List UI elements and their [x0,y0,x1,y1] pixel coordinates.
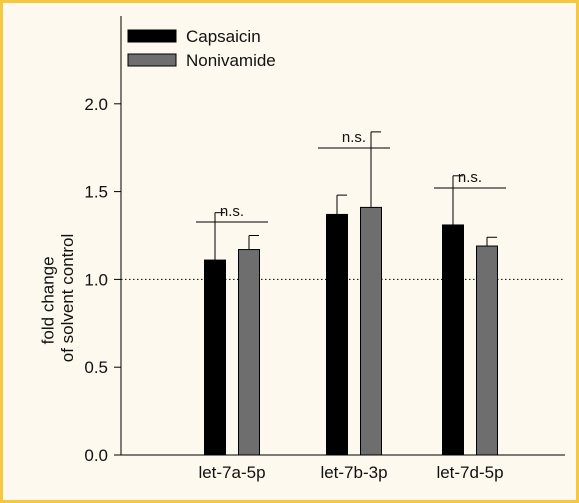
bar-capsaicin-let-7a-5p [204,259,226,456]
y-axis-label-line-1: fold change [38,256,57,344]
bars [121,131,565,456]
bar-capsaicin-let-7b-3p [326,213,348,456]
significance-label: n.s. [342,129,366,146]
bar-capsaicin-let-7d-5p [442,224,464,456]
y-axis: 0.0 0.5 1.0 1.5 2.0 [84,16,122,465]
y-tick-label: 1.5 [84,183,108,202]
y-axis-label-line-2: of solvent control [58,234,77,363]
bar-nonivamide-let-7b-3p [360,206,382,456]
annotations: n.s. n.s. n.s. [196,129,506,223]
bar-nonivamide-let-7a-5p [238,249,260,456]
x-tick-label: let-7b-3p [320,463,387,482]
legend-label-capsaicin: Capsaicin [186,27,261,46]
significance-label: n.s. [220,203,244,220]
y-tick-label: 0.0 [84,446,108,465]
y-tick-label: 1.0 [84,270,108,289]
y-tick-label: 2.0 [84,95,108,114]
legend-label-nonivamide: Nonivamide [186,51,276,70]
x-axis: let-7a-5p let-7b-3p let-7d-5p [121,454,565,482]
x-tick-label: let-7a-5p [198,463,265,482]
significance-label: n.s. [458,169,482,186]
x-tick-label: let-7d-5p [436,463,503,482]
legend: Capsaicin Nonivamide [127,27,276,70]
bar-nonivamide-let-7d-5p [476,245,498,456]
legend-swatch-capsaicin [127,29,177,43]
y-tick-label: 0.5 [84,358,108,377]
y-axis-label: fold change of solvent control [38,234,77,363]
legend-swatch-nonivamide [127,53,177,67]
